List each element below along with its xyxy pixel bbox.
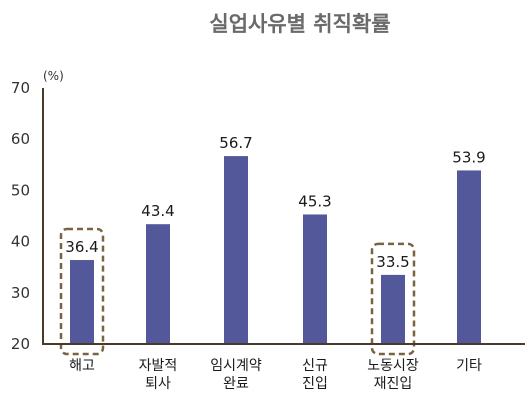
data-label: 53.9 — [452, 148, 485, 166]
y-tick-label: 60 — [11, 130, 30, 148]
chart-title: 실업사유별 취직확률 — [209, 12, 390, 36]
bar — [70, 260, 94, 344]
data-labels: 36.4 43.4 56.7 45.3 33.5 53.9 — [65, 134, 485, 271]
y-tick-label: 70 — [11, 79, 30, 97]
x-tick-label: 진입 — [302, 376, 328, 392]
x-tick-label: 자발적 — [139, 358, 178, 374]
x-tick-label: 노동시장 — [367, 358, 419, 374]
y-tick-label: 20 — [11, 335, 30, 353]
bar — [381, 274, 405, 344]
x-tick-label: 신규 — [302, 358, 328, 374]
x-tick-label: 임시계약 — [210, 358, 262, 374]
bar — [303, 214, 327, 344]
y-tick-label: 30 — [11, 284, 30, 302]
bar — [457, 170, 481, 344]
data-label: 45.3 — [298, 192, 331, 210]
bar — [224, 156, 248, 344]
bar — [146, 224, 170, 344]
y-tick-label: 40 — [11, 233, 30, 251]
y-tick-label: 50 — [11, 181, 30, 199]
x-tick-label: 해고 — [69, 358, 95, 374]
x-tick-label: 기타 — [456, 358, 482, 374]
bars — [70, 156, 481, 344]
highlight-box — [370, 242, 416, 356]
x-tick-label: 완료 — [223, 376, 249, 392]
axes — [42, 88, 525, 345]
highlight-box — [59, 227, 105, 356]
data-label: 36.4 — [65, 238, 98, 256]
x-tick-label: 퇴사 — [145, 376, 171, 392]
y-axis-ticks: 20 30 40 50 60 70 — [11, 79, 30, 353]
highlight-boxes — [59, 227, 416, 356]
x-tick-label: 재진입 — [374, 376, 413, 392]
data-label: 56.7 — [219, 134, 252, 152]
y-axis-unit: (%) — [43, 69, 64, 83]
data-label: 43.4 — [141, 202, 174, 220]
data-label: 33.5 — [376, 253, 409, 271]
